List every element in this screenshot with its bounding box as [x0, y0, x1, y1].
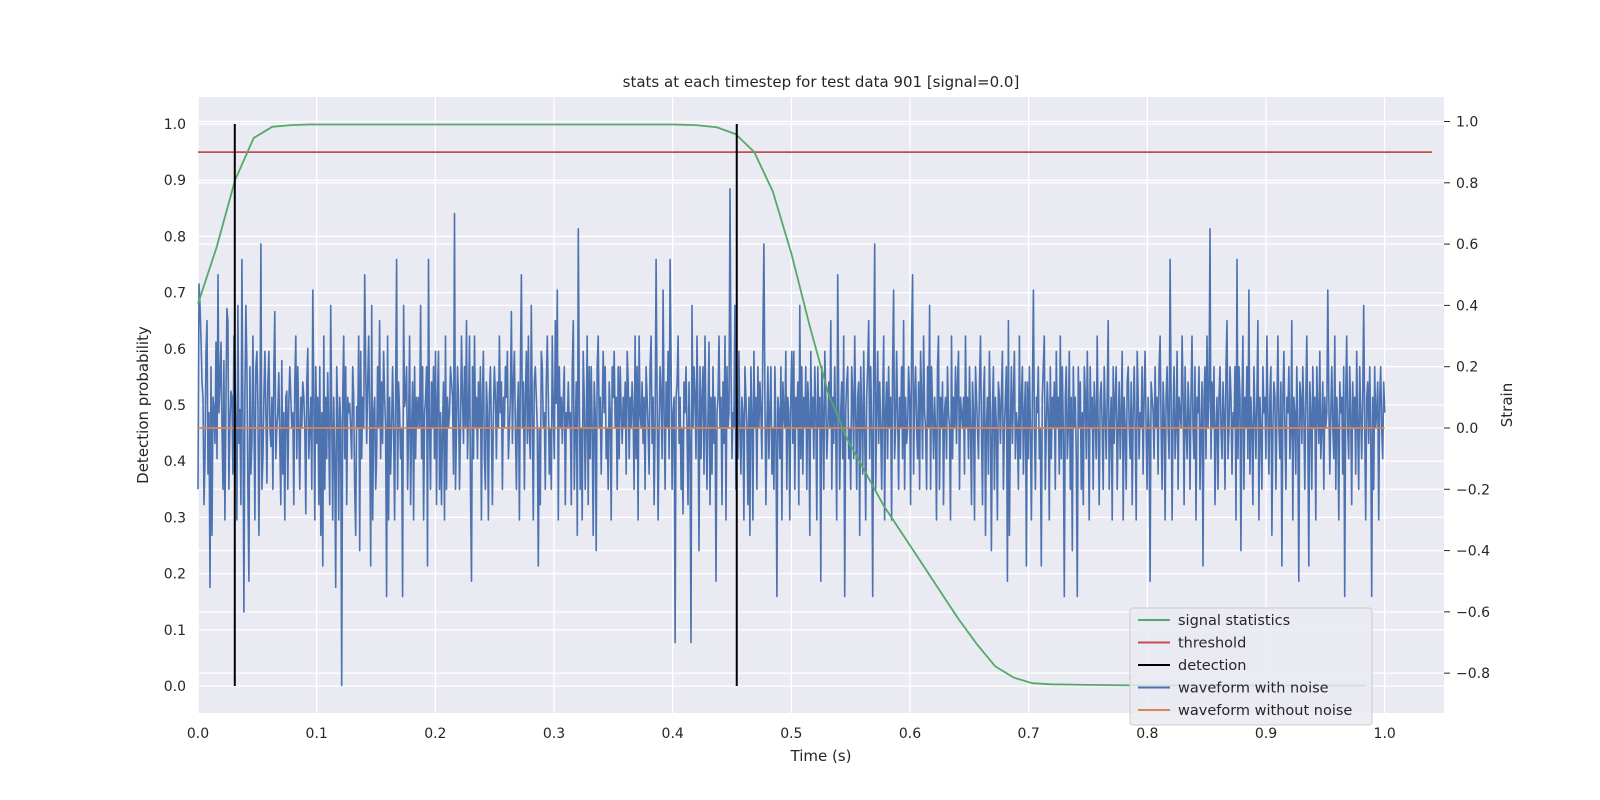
y-axis-left: 0.0 0.1 0.2 0.3 0.4 0.5 0.6 0.7 0.8 0.9 1.0 — [164, 117, 186, 695]
legend-label-signal-statistics: signal statistics — [1178, 613, 1290, 629]
legend-box — [1129, 607, 1373, 726]
y-right-tick-label: 0.2 — [1456, 360, 1478, 376]
legend-label-threshold: threshold — [1178, 636, 1246, 652]
y-left-tick-label: 1.0 — [164, 117, 186, 133]
y-axis-left-label: Detection probability — [134, 326, 152, 484]
y-right-tick-label: −0.8 — [1456, 666, 1490, 682]
x-tick-label: 0.2 — [424, 726, 446, 742]
y-left-tick-label: 0.2 — [164, 567, 186, 583]
x-tick-label: 0.0 — [187, 726, 209, 742]
y-left-tick-label: 0.3 — [164, 510, 186, 526]
legend-label-waveform-without-noise: waveform without noise — [1178, 703, 1352, 719]
y-axis-right: −0.8 −0.6 −0.4 −0.2 0.0 0.2 0.4 0.6 0.8 1.0 — [1444, 115, 1490, 682]
x-tick-label: 0.6 — [899, 726, 921, 742]
signal-statistics-line — [197, 123, 1366, 687]
x-tick-label: 0.8 — [1136, 726, 1158, 742]
y-right-tick-label: 1.0 — [1456, 115, 1478, 131]
waveform-with-noise-line — [197, 188, 1386, 687]
x-tick-label: 0.5 — [780, 726, 802, 742]
x-tick-label: 1.0 — [1374, 726, 1396, 742]
y-right-tick-label: 0.4 — [1456, 298, 1478, 314]
y-left-tick-label: 0.1 — [164, 623, 186, 639]
legend-label-waveform-with-noise: waveform with noise — [1178, 681, 1329, 697]
x-tick-label: 0.1 — [306, 726, 328, 742]
y-left-tick-label: 0.5 — [164, 398, 186, 414]
x-tick-label: 0.3 — [543, 726, 565, 742]
x-axis-label: Time (s) — [790, 747, 852, 765]
y-left-tick-label: 0.4 — [164, 454, 186, 470]
legend-label-detection: detection — [1178, 658, 1246, 674]
x-tick-label: 0.4 — [662, 726, 684, 742]
x-tick-label: 0.7 — [1018, 726, 1040, 742]
y-right-tick-label: −0.2 — [1456, 482, 1490, 498]
x-axis: 0.0 0.1 0.2 0.3 0.4 0.5 0.6 0.7 0.8 0.9 1.0 — [187, 726, 1396, 742]
y-left-tick-label: 0.8 — [164, 229, 186, 245]
series-layer — [197, 123, 1433, 687]
y-right-tick-label: −0.6 — [1456, 605, 1490, 621]
y-right-tick-label: 0.6 — [1456, 237, 1478, 253]
y-axis-right-label: Strain — [1498, 383, 1516, 427]
y-right-tick-label: −0.4 — [1456, 544, 1490, 560]
x-tick-label: 0.9 — [1255, 726, 1277, 742]
y-left-tick-label: 0.0 — [164, 679, 186, 695]
y-right-tick-label: 0.8 — [1456, 176, 1478, 192]
y-left-tick-label: 0.9 — [164, 173, 186, 189]
y-right-tick-label: 0.0 — [1456, 421, 1478, 437]
y-left-tick-label: 0.7 — [164, 286, 186, 302]
legend: signal statistics threshold detection wavef… — [1129, 607, 1373, 726]
y-left-tick-label: 0.6 — [164, 342, 186, 358]
chart-title: stats at each timestep for test data 901… — [623, 73, 1020, 91]
